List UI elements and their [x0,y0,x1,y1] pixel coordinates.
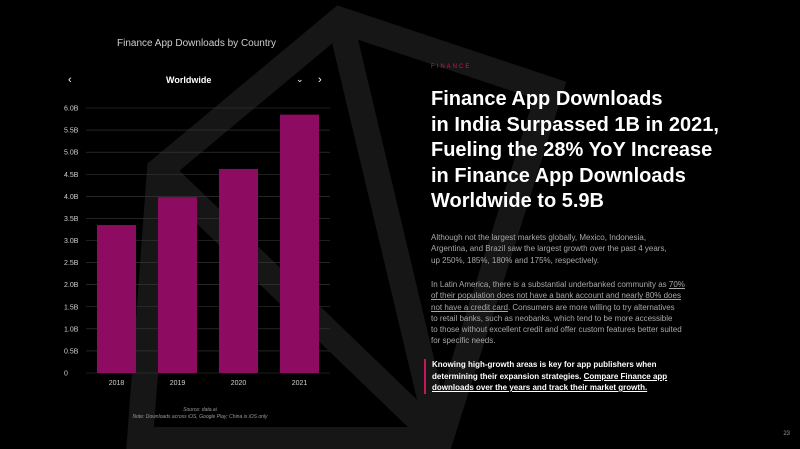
stat-link[interactable]: of their population does not have a bank… [431,291,681,301]
paragraph-growth: Although not the largest markets globall… [431,232,771,266]
paragraph-text: In Latin America, there is a substantial… [431,280,669,289]
region-selector[interactable]: ‹ Worldwide ⌄ › [66,74,332,88]
bar [157,197,198,373]
y-tick-label: 3.5B [64,216,79,223]
paragraph-latam: In Latin America, there is a substantial… [431,279,771,347]
chevron-right-icon[interactable]: › [318,74,322,86]
headline-line: Finance App Downloads [431,88,663,110]
callout-box: Knowing high-growth areas is key for app… [424,359,732,394]
x-tick-label: 2019 [170,380,186,387]
y-tick-label: 5.0B [64,150,79,157]
chevron-left-icon[interactable]: ‹ [68,74,72,86]
section-kicker: FINANCE [431,64,472,70]
paragraph-line: Although not the largest markets globall… [431,233,647,242]
chevron-down-icon[interactable]: ⌄ [296,74,304,84]
bar [279,114,320,373]
headline-line: in Finance App Downloads [431,164,686,187]
paragraph-line: to those without excellent credit and of… [431,325,682,335]
y-tick-label: 0.5B [64,348,79,355]
paragraph-line: up 250%, 185%, 180% and 175%, respective… [431,255,599,265]
compare-link[interactable]: downloads over the years and track their… [432,383,648,392]
source-note: Note: Downloads across iOS, Google Play;… [132,414,268,420]
paragraph-text: . Consumers are more willing to try alte… [507,302,675,312]
chart-title: Finance App Downloads by Country [117,38,276,49]
y-tick-label: 2.5B [64,260,79,267]
y-tick-label: 0 [64,371,68,378]
x-tick-label: 2020 [231,380,247,387]
bar [218,168,259,373]
bar-chart: 0 0.5B 1.0B 1.5B 2.0B 2.5B 3.0B 3.5B 4.0B 4.5B 5.0… [64,106,330,387]
y-tick-label: 2.0B [64,282,79,289]
region-label: Worldwide [166,75,212,85]
stat-link[interactable]: not have a credit card [431,302,508,312]
bar [96,225,137,373]
callout-text: determining their expansion strategies. [432,371,584,381]
x-tick-label: 2018 [109,380,125,387]
compare-link[interactable]: Compare Finance app [583,371,668,381]
y-tick-label: 4.0B [64,194,79,201]
y-tick-label: 4.5B [64,172,79,179]
stat-link[interactable]: 70% [668,280,685,289]
headline-line: in India Surpassed 1B in 2021, [431,113,719,136]
headline-line: Worldwide to 5.9B [431,190,604,212]
paragraph-line: Argentina, and Brazil saw the largest gr… [431,244,667,254]
headline: Finance App Downloads in India Surpassed… [431,87,771,215]
page-number: 23 [783,431,790,437]
y-tick-label: 1.0B [64,326,79,333]
y-tick-label: 5.5B [64,128,79,135]
y-tick-label: 6.0B [64,106,79,113]
callout-line: Knowing high-growth areas is key for app… [432,360,657,369]
paragraph-line: to retail banks, such as neobanks, which… [431,313,673,323]
source-text: Source: data.ai [183,407,217,413]
x-tick-label: 2021 [292,380,308,387]
headline-line: Fueling the 28% YoY Increase [431,139,713,161]
paragraph-line: for specific needs. [431,336,496,346]
y-tick-label: 1.5B [64,304,79,311]
y-tick-label: 3.0B [64,238,79,245]
